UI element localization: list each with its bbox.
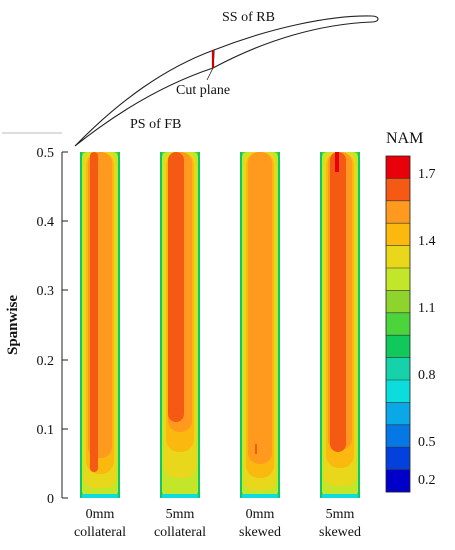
y-axis-label: Spanwise (5, 295, 21, 355)
contour-layer (335, 152, 339, 172)
y-tick-label: 0.3 (37, 284, 55, 299)
legend-swatch (386, 223, 410, 246)
panel-caption-line2: skewed (319, 525, 361, 540)
cut-plane-pointer (206, 67, 214, 81)
legend-swatch (386, 380, 410, 403)
contour-hub (162, 494, 198, 498)
y-tick-label: 0 (47, 492, 54, 507)
y-tick-label: 0.2 (37, 354, 55, 369)
legend-swatch (386, 357, 410, 381)
legend-swatch (386, 245, 410, 269)
legend-title: NAM (386, 130, 423, 147)
legend-swatch (386, 156, 410, 179)
contour-hub (242, 494, 278, 498)
contour-hub (322, 494, 358, 498)
legend-swatch (386, 424, 410, 448)
contour-edge (320, 152, 322, 498)
legend-swatch (386, 469, 410, 493)
legend-tick-label: 0.8 (418, 368, 436, 383)
panel-captions: 0mm collateral 5mm collateral 0mm skewed… (74, 507, 361, 540)
panel-caption-line1: 0mm (246, 507, 275, 522)
contour-edge (240, 152, 242, 498)
contour-edge (198, 152, 200, 498)
legend-swatch (386, 335, 410, 358)
y-axis: 0.5 0.4 0.3 0.2 0.1 0 Spanwise (5, 146, 68, 507)
legend-tick-label: 1.4 (418, 234, 436, 249)
legend-swatch (386, 290, 410, 314)
panel-caption-line1: 5mm (326, 507, 355, 522)
legend-tick-label: 1.7 (418, 167, 436, 182)
label-ps-of-fb: PS of FB (130, 117, 181, 132)
legend-swatch (386, 200, 410, 224)
contour-layer (248, 152, 272, 464)
panel-caption-line2: collateral (154, 525, 206, 540)
legend-tick-label: 1.1 (418, 301, 436, 316)
panel-caption-line2: skewed (239, 525, 281, 540)
contour-edge (160, 152, 162, 498)
contour-panel-0mm-collateral (80, 152, 120, 498)
legend-swatch (386, 312, 410, 336)
panel-caption-line1: 5mm (166, 507, 195, 522)
y-tick-label: 0.5 (37, 146, 55, 161)
panel-caption-line1: 0mm (86, 507, 115, 522)
legend-frame (385, 155, 411, 493)
contour-edge (118, 152, 120, 498)
contour-edge (278, 152, 280, 498)
legend-swatch (386, 447, 410, 470)
label-ss-of-rb: SS of RB (222, 10, 275, 25)
legend-swatches (386, 156, 410, 493)
contour-panel-5mm-skewed (320, 152, 360, 498)
contour-layer (168, 152, 184, 422)
y-tick-label: 0.4 (37, 215, 55, 230)
legend-swatch (386, 178, 410, 202)
contour-layer (90, 152, 98, 472)
panel-caption-line2: collateral (74, 525, 126, 540)
contour-spot (255, 444, 257, 454)
contour-hub (82, 494, 118, 498)
contour-edge (80, 152, 82, 498)
legend-swatch (386, 268, 410, 291)
legend-tick-label: 0.2 (418, 473, 436, 488)
contour-edge (358, 152, 360, 498)
contour-panel-0mm-skewed (240, 152, 280, 498)
label-cut-plane: Cut plane (176, 83, 230, 98)
y-tick-label: 0.1 (37, 423, 55, 438)
contour-layer (330, 152, 346, 452)
legend-tick-label: 0.5 (418, 435, 436, 450)
blade-schematic: SS of RB Cut plane PS of FB (2, 10, 379, 147)
contour-panel-5mm-collateral (160, 152, 200, 498)
rear-blade-outline (212, 15, 379, 69)
color-legend: NAM 1.7 1.4 1.1 0.8 0.5 0.2 (385, 130, 436, 493)
legend-swatch (386, 402, 410, 426)
